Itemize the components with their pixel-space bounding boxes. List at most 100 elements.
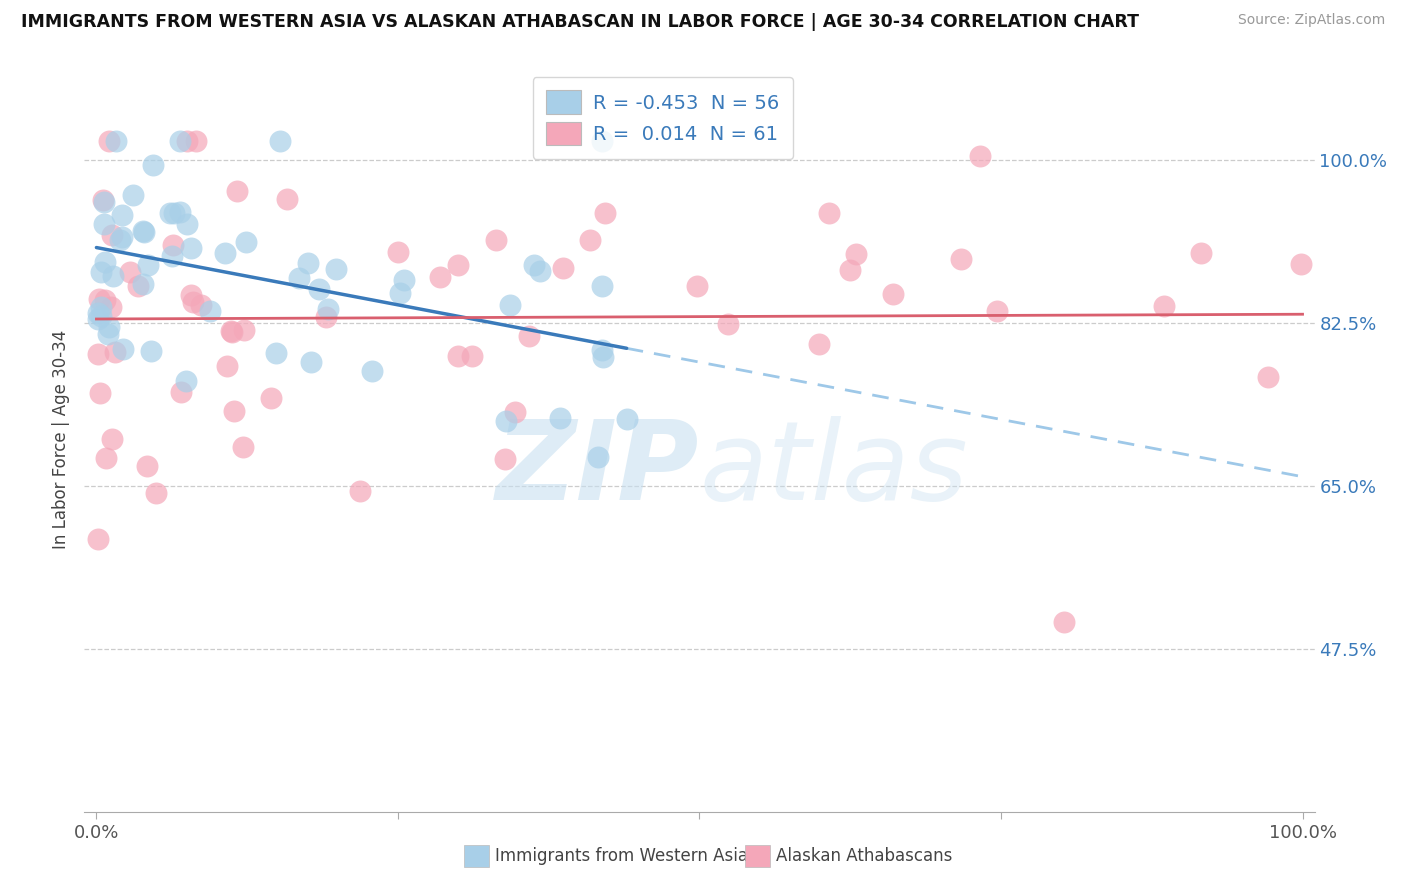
Point: [498, 298, 520, 312]
Point: [93, 217, 115, 231]
Point: [838, 263, 860, 277]
Point: [595, 206, 617, 220]
Point: [686, 279, 709, 293]
Point: [118, 265, 141, 279]
Point: [89, 292, 111, 306]
Point: [112, 342, 135, 356]
Point: [349, 483, 371, 498]
Point: [592, 350, 614, 364]
Point: [1052, 615, 1074, 629]
Point: [96, 450, 118, 465]
Point: [529, 264, 551, 278]
Point: [387, 244, 409, 259]
Text: Immigrants from Western Asia: Immigrants from Western Asia: [495, 847, 748, 865]
Point: [429, 269, 451, 284]
Point: [169, 385, 191, 400]
Point: [176, 134, 198, 148]
Point: [98, 134, 121, 148]
Point: [235, 235, 257, 250]
Point: [579, 233, 602, 247]
Point: [122, 188, 145, 202]
Point: [200, 303, 222, 318]
Text: Source: ZipAtlas.com: Source: ZipAtlas.com: [1237, 13, 1385, 28]
Point: [299, 355, 322, 369]
Point: [588, 450, 610, 464]
Point: [141, 343, 163, 358]
Point: [316, 301, 339, 316]
Point: [224, 404, 246, 418]
Point: [447, 259, 470, 273]
Point: [214, 246, 236, 260]
Point: [232, 323, 254, 337]
Point: [616, 411, 638, 425]
Point: [219, 324, 242, 338]
Point: [225, 184, 247, 198]
Point: [180, 241, 202, 255]
Point: [91, 193, 114, 207]
Point: [969, 149, 991, 163]
Point: [86, 311, 108, 326]
Point: [101, 432, 124, 446]
Point: [260, 391, 283, 405]
Point: [180, 287, 202, 301]
Point: [169, 134, 191, 148]
Point: [325, 261, 347, 276]
Point: [361, 363, 384, 377]
Point: [269, 134, 291, 148]
Text: atlas: atlas: [700, 416, 969, 523]
Point: [845, 247, 868, 261]
Point: [276, 192, 298, 206]
Point: [392, 273, 415, 287]
Point: [176, 217, 198, 231]
Point: [90, 309, 112, 323]
Point: [105, 134, 128, 148]
Point: [162, 238, 184, 252]
Point: [553, 261, 575, 276]
Text: ZIP: ZIP: [496, 416, 700, 523]
Point: [548, 410, 571, 425]
Point: [136, 258, 159, 272]
Point: [517, 329, 540, 343]
Point: [90, 300, 112, 314]
Point: [111, 208, 134, 222]
Point: [86, 533, 108, 547]
Point: [181, 294, 204, 309]
Point: [389, 286, 412, 301]
Point: [97, 326, 120, 341]
Point: [89, 386, 111, 401]
Point: [297, 256, 319, 270]
Point: [495, 414, 517, 428]
Point: [132, 224, 155, 238]
Y-axis label: In Labor Force | Age 30-34: In Labor Force | Age 30-34: [52, 330, 70, 549]
Point: [288, 271, 311, 285]
Point: [523, 258, 546, 272]
Legend: R = -0.453  N = 56, R =  0.014  N = 61: R = -0.453 N = 56, R = 0.014 N = 61: [533, 77, 793, 159]
Point: [949, 252, 972, 267]
Point: [94, 255, 117, 269]
Point: [160, 249, 183, 263]
Point: [98, 320, 121, 334]
Text: IMMIGRANTS FROM WESTERN ASIA VS ALASKAN ATHABASCAN IN LABOR FORCE | AGE 30-34 CO: IMMIGRANTS FROM WESTERN ASIA VS ALASKAN …: [21, 13, 1139, 31]
Point: [110, 233, 132, 247]
Point: [1153, 299, 1175, 313]
Point: [101, 227, 124, 242]
Point: [186, 134, 208, 148]
Point: [94, 293, 117, 308]
Point: [163, 206, 186, 220]
Point: [1257, 370, 1279, 384]
Point: [494, 452, 516, 467]
Point: [503, 404, 526, 418]
Point: [986, 303, 1008, 318]
Point: [447, 349, 470, 363]
Point: [100, 300, 122, 314]
Point: [159, 205, 181, 219]
Text: Alaskan Athabascans: Alaskan Athabascans: [776, 847, 952, 865]
Point: [190, 298, 212, 312]
Point: [136, 459, 159, 474]
Point: [315, 310, 337, 324]
Point: [111, 229, 134, 244]
Point: [87, 306, 110, 320]
Point: [485, 233, 508, 247]
Point: [176, 374, 198, 388]
Point: [145, 486, 167, 500]
